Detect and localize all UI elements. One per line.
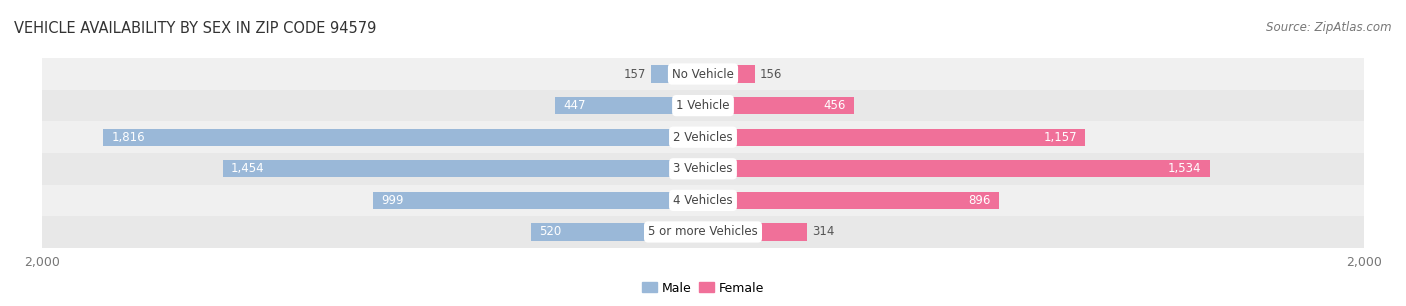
- Text: 1,157: 1,157: [1043, 131, 1077, 144]
- Text: 5 or more Vehicles: 5 or more Vehicles: [648, 226, 758, 238]
- Bar: [42, 58, 1364, 90]
- Text: 1,454: 1,454: [231, 162, 264, 175]
- Text: 2 Vehicles: 2 Vehicles: [673, 131, 733, 144]
- Bar: [373, 192, 703, 209]
- Text: 456: 456: [823, 99, 845, 112]
- Bar: [703, 97, 853, 114]
- Text: 314: 314: [811, 226, 834, 238]
- Bar: [42, 121, 1364, 153]
- Text: 4 Vehicles: 4 Vehicles: [673, 194, 733, 207]
- Text: Source: ZipAtlas.com: Source: ZipAtlas.com: [1267, 21, 1392, 34]
- Bar: [555, 97, 703, 114]
- Text: 447: 447: [564, 99, 586, 112]
- Bar: [42, 90, 1364, 121]
- Text: 520: 520: [540, 226, 562, 238]
- Text: 156: 156: [759, 68, 782, 80]
- Text: 3 Vehicles: 3 Vehicles: [673, 162, 733, 175]
- Text: 157: 157: [624, 68, 647, 80]
- Bar: [703, 65, 755, 83]
- Text: No Vehicle: No Vehicle: [672, 68, 734, 80]
- Bar: [222, 160, 703, 177]
- Bar: [703, 192, 1000, 209]
- Bar: [42, 185, 1364, 216]
- Bar: [42, 153, 1364, 185]
- Text: VEHICLE AVAILABILITY BY SEX IN ZIP CODE 94579: VEHICLE AVAILABILITY BY SEX IN ZIP CODE …: [14, 21, 377, 36]
- Text: 1 Vehicle: 1 Vehicle: [676, 99, 730, 112]
- Bar: [531, 223, 703, 241]
- Bar: [703, 223, 807, 241]
- Bar: [103, 129, 703, 146]
- Bar: [42, 216, 1364, 248]
- Text: 999: 999: [381, 194, 404, 207]
- Bar: [651, 65, 703, 83]
- Text: 1,534: 1,534: [1168, 162, 1202, 175]
- Text: 1,816: 1,816: [111, 131, 145, 144]
- Legend: Male, Female: Male, Female: [637, 277, 769, 300]
- Bar: [703, 129, 1085, 146]
- Text: 896: 896: [969, 194, 991, 207]
- Bar: [703, 160, 1209, 177]
